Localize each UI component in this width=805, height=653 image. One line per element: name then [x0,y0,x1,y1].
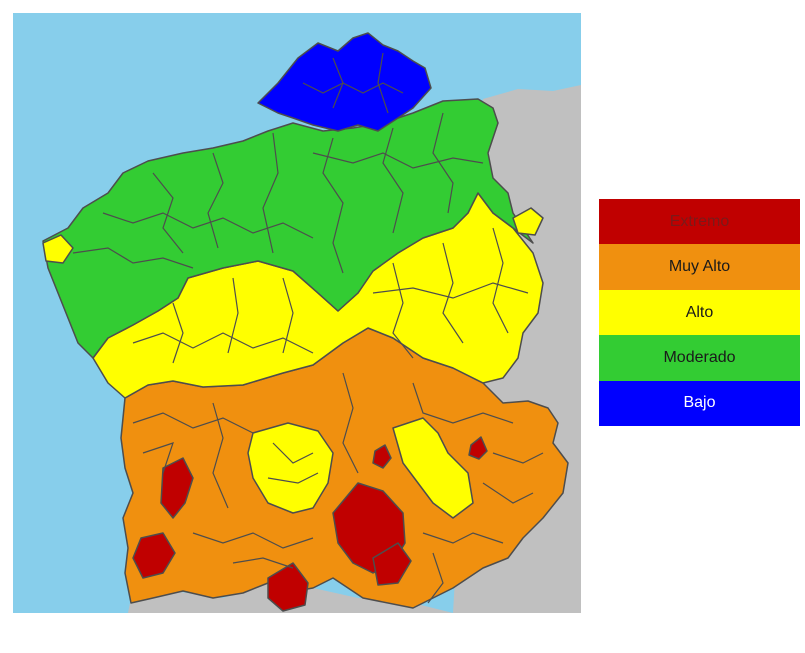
municipality-borders [72,52,544,604]
region-extremo-7 [468,436,488,460]
legend-label-extremo: Extremo [669,212,730,230]
legend-item-muy-alto: Muy Alto [599,244,800,290]
region-extremo-5 [372,542,412,586]
legend-label-bajo: Bajo [683,394,716,412]
risk-map [13,13,581,613]
legend-label-muy-alto: Muy Alto [668,258,731,276]
legend-item-extremo: Extremo [599,199,800,245]
map-legend: Extremo Muy Alto Alto Moderado Bajo [599,199,800,427]
map-svg [13,13,581,613]
legend-item-moderado: Moderado [599,335,800,381]
region-extremo-4 [267,562,309,612]
region-moderado [42,98,534,359]
region-alto-coast [42,234,74,264]
region-extremo-2 [132,532,176,579]
region-alto-interior [247,422,334,514]
legend-item-bajo: Bajo [599,380,800,427]
legend-item-alto: Alto [599,289,800,336]
legend-label-alto: Alto [685,303,714,321]
region-bajo [257,32,432,132]
legend-label-moderado: Moderado [663,348,736,366]
region-alto-east [392,417,474,519]
region-extremo-6 [372,444,392,469]
region-alto-north [512,207,544,236]
region-extremo-1 [160,457,194,519]
